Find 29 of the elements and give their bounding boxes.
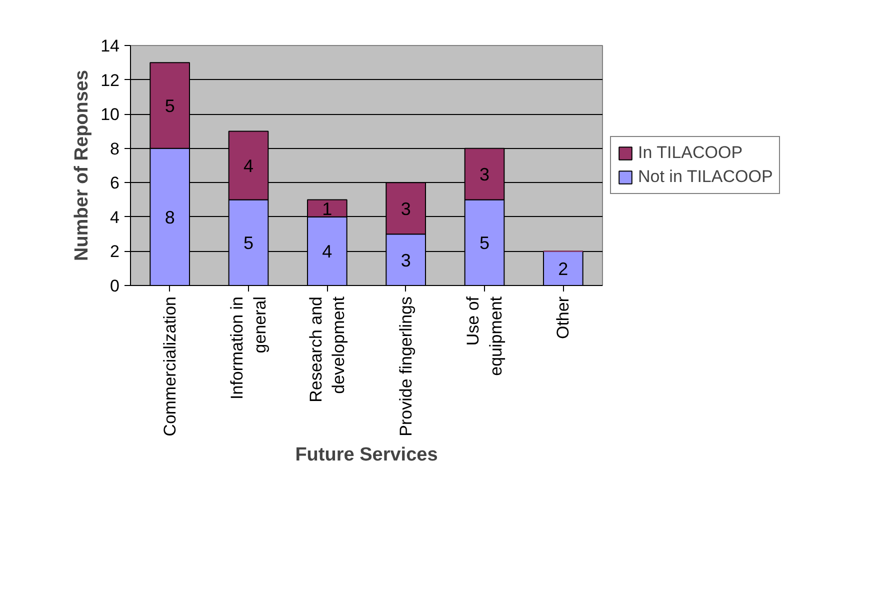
y-tick-label: 14 — [100, 36, 120, 56]
x-tick-label: Commercialization — [160, 296, 180, 436]
legend-label: In TILACOOP — [638, 143, 743, 163]
x-tick-label: Information in general — [228, 296, 270, 400]
data-label: 5 — [479, 233, 490, 254]
data-label: 8 — [164, 207, 175, 228]
data-label: 2 — [558, 258, 568, 279]
x-axis-title: Future Services — [295, 444, 438, 466]
y-tick-label: 12 — [100, 70, 120, 90]
y-tick-label: 0 — [110, 276, 120, 296]
data-label: 3 — [400, 198, 411, 219]
data-label: 1 — [322, 198, 332, 219]
y-tick-label: 8 — [110, 139, 120, 158]
data-label: 4 — [322, 242, 332, 262]
x-tick-label: Research and development — [306, 296, 348, 402]
y-axis-title: Number of Reponses — [72, 70, 93, 262]
data-label: 5 — [243, 233, 254, 254]
data-label: 4 — [243, 156, 254, 176]
y-tick-label: 2 — [110, 242, 120, 262]
x-tick-label: Provide fingerlings — [396, 296, 416, 436]
data-label: 3 — [400, 250, 411, 270]
y-tick-label: 6 — [110, 174, 120, 193]
y-tick-label: 4 — [110, 208, 120, 227]
data-label: 5 — [164, 96, 175, 116]
x-tick-label: Use of equipment — [464, 296, 506, 376]
data-label: 3 — [479, 164, 490, 185]
legend-label: Not in TILACOOP — [638, 167, 773, 187]
y-tick-label: 10 — [100, 105, 120, 124]
x-tick-label: Other — [554, 296, 573, 340]
